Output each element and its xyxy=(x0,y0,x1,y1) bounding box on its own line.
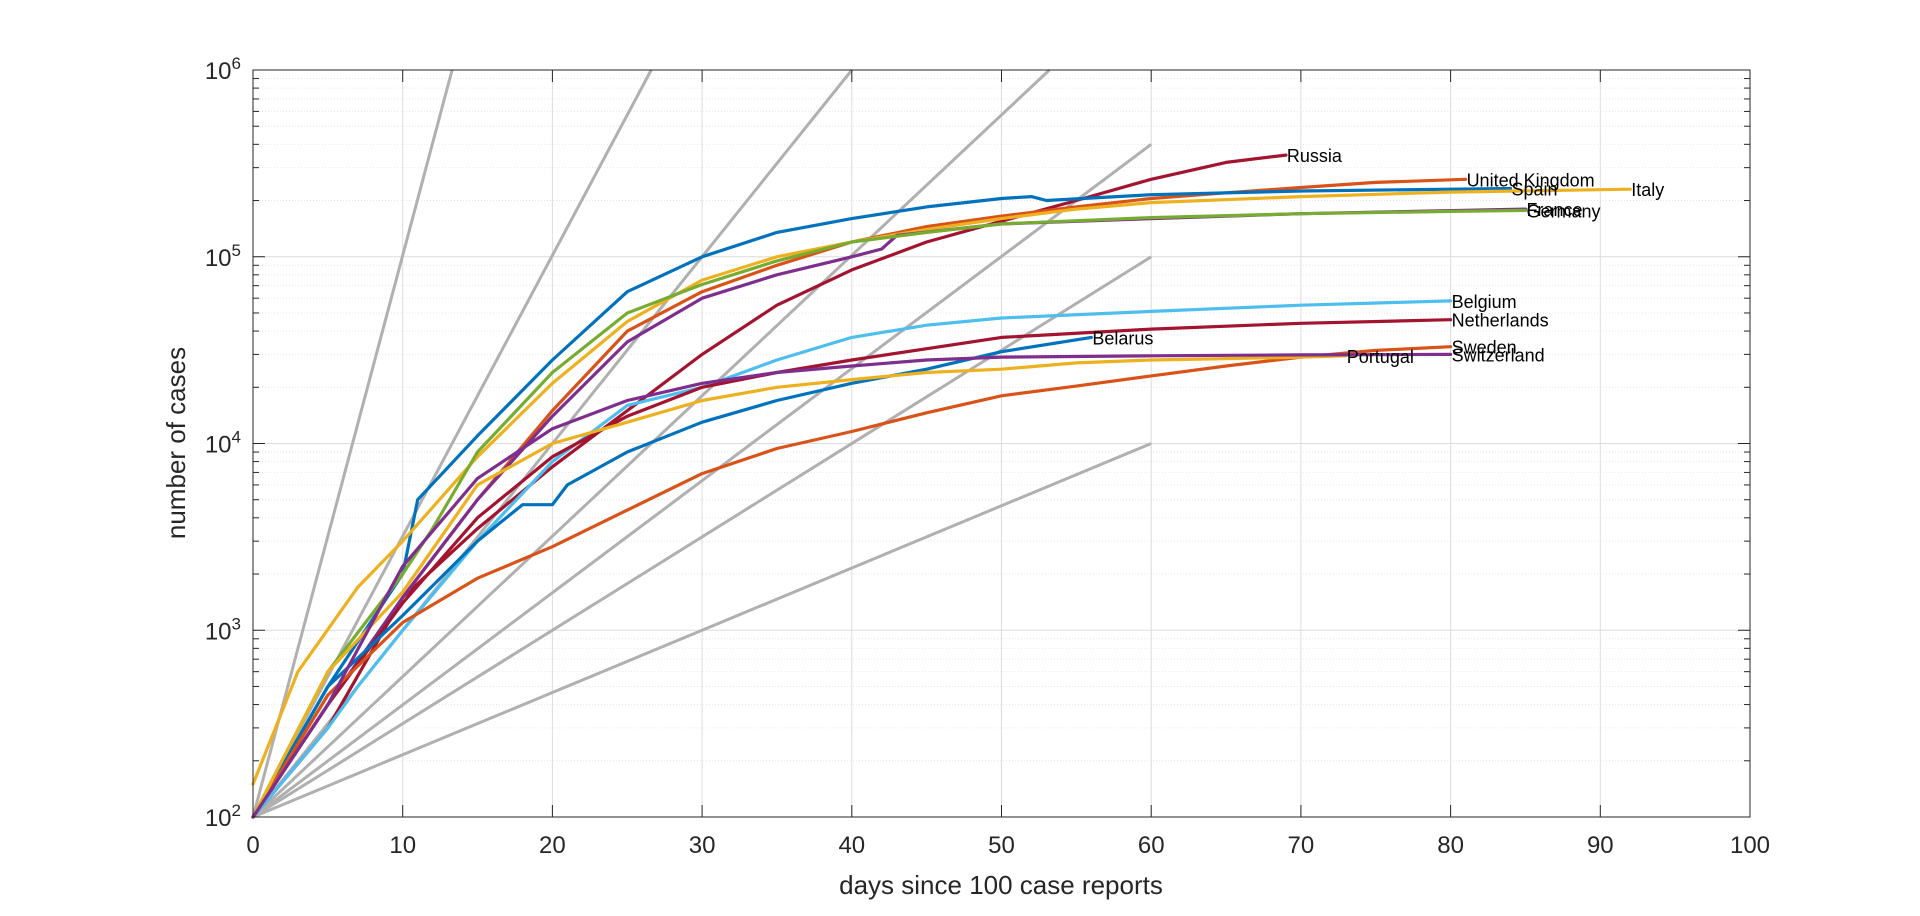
reference-line xyxy=(251,69,454,818)
series-line-sweden xyxy=(251,345,1453,819)
series-line-portugal xyxy=(251,354,1348,819)
tick-labels: 102 103 104 105 106 0 10 20 30 40 50 60 70 80 90 100 xyxy=(205,54,1770,859)
x-tick-label: 30 xyxy=(689,832,716,859)
series-line-germany xyxy=(251,208,1528,819)
x-axis-label: days since 100 case reports xyxy=(839,870,1163,900)
minor-grid xyxy=(253,78,1750,762)
x-tick-label: 60 xyxy=(1138,832,1165,859)
series-line-switzerland xyxy=(251,352,1453,819)
reference-line xyxy=(252,442,1152,819)
x-tick-label: 90 xyxy=(1587,832,1614,859)
x-tick-label: 100 xyxy=(1730,832,1770,859)
series-label-netherlands: Netherlands xyxy=(1452,311,1549,331)
series-lines xyxy=(251,153,1632,819)
series-label-spain: Spain xyxy=(1511,179,1557,199)
series-label-sweden: Sweden xyxy=(1452,338,1517,358)
x-tick-label: 70 xyxy=(1288,832,1315,859)
series-label-russia: Russia xyxy=(1287,146,1343,166)
series-label-belarus: Belarus xyxy=(1092,328,1153,348)
reference-line xyxy=(252,143,1153,819)
y-tick-label: 103 xyxy=(205,614,241,645)
x-tick-label: 20 xyxy=(539,832,566,859)
series-label-italy: Italy xyxy=(1631,180,1664,200)
series-label-switzerland: Switzerland xyxy=(1452,345,1545,365)
series-line-spain xyxy=(251,186,1513,819)
series-label-germany: Germany xyxy=(1526,201,1600,221)
x-tick-label: 40 xyxy=(838,832,865,859)
series-label-portugal: Portugal xyxy=(1347,347,1414,367)
x-tick-label: 80 xyxy=(1437,832,1464,859)
x-tick-label: 10 xyxy=(389,832,416,859)
series-line-italy xyxy=(251,187,1632,786)
series-label-france: France xyxy=(1526,200,1582,220)
y-axis-label: number of cases xyxy=(161,347,191,539)
series-line-belarus xyxy=(251,335,1093,819)
y-tick-label: 105 xyxy=(205,241,241,272)
x-tick-label: 0 xyxy=(246,832,259,859)
series-line-netherlands xyxy=(251,318,1453,819)
reference-line xyxy=(251,69,653,818)
axis-ticks xyxy=(252,69,1751,818)
y-tick-label: 104 xyxy=(205,428,241,459)
y-tick-label: 106 xyxy=(205,54,241,85)
series-label-united-kingdom: United Kingdom xyxy=(1467,170,1595,190)
y-tick-label: 102 xyxy=(205,801,241,832)
series-label-belgium: Belgium xyxy=(1452,292,1517,312)
x-tick-label: 50 xyxy=(988,832,1015,859)
